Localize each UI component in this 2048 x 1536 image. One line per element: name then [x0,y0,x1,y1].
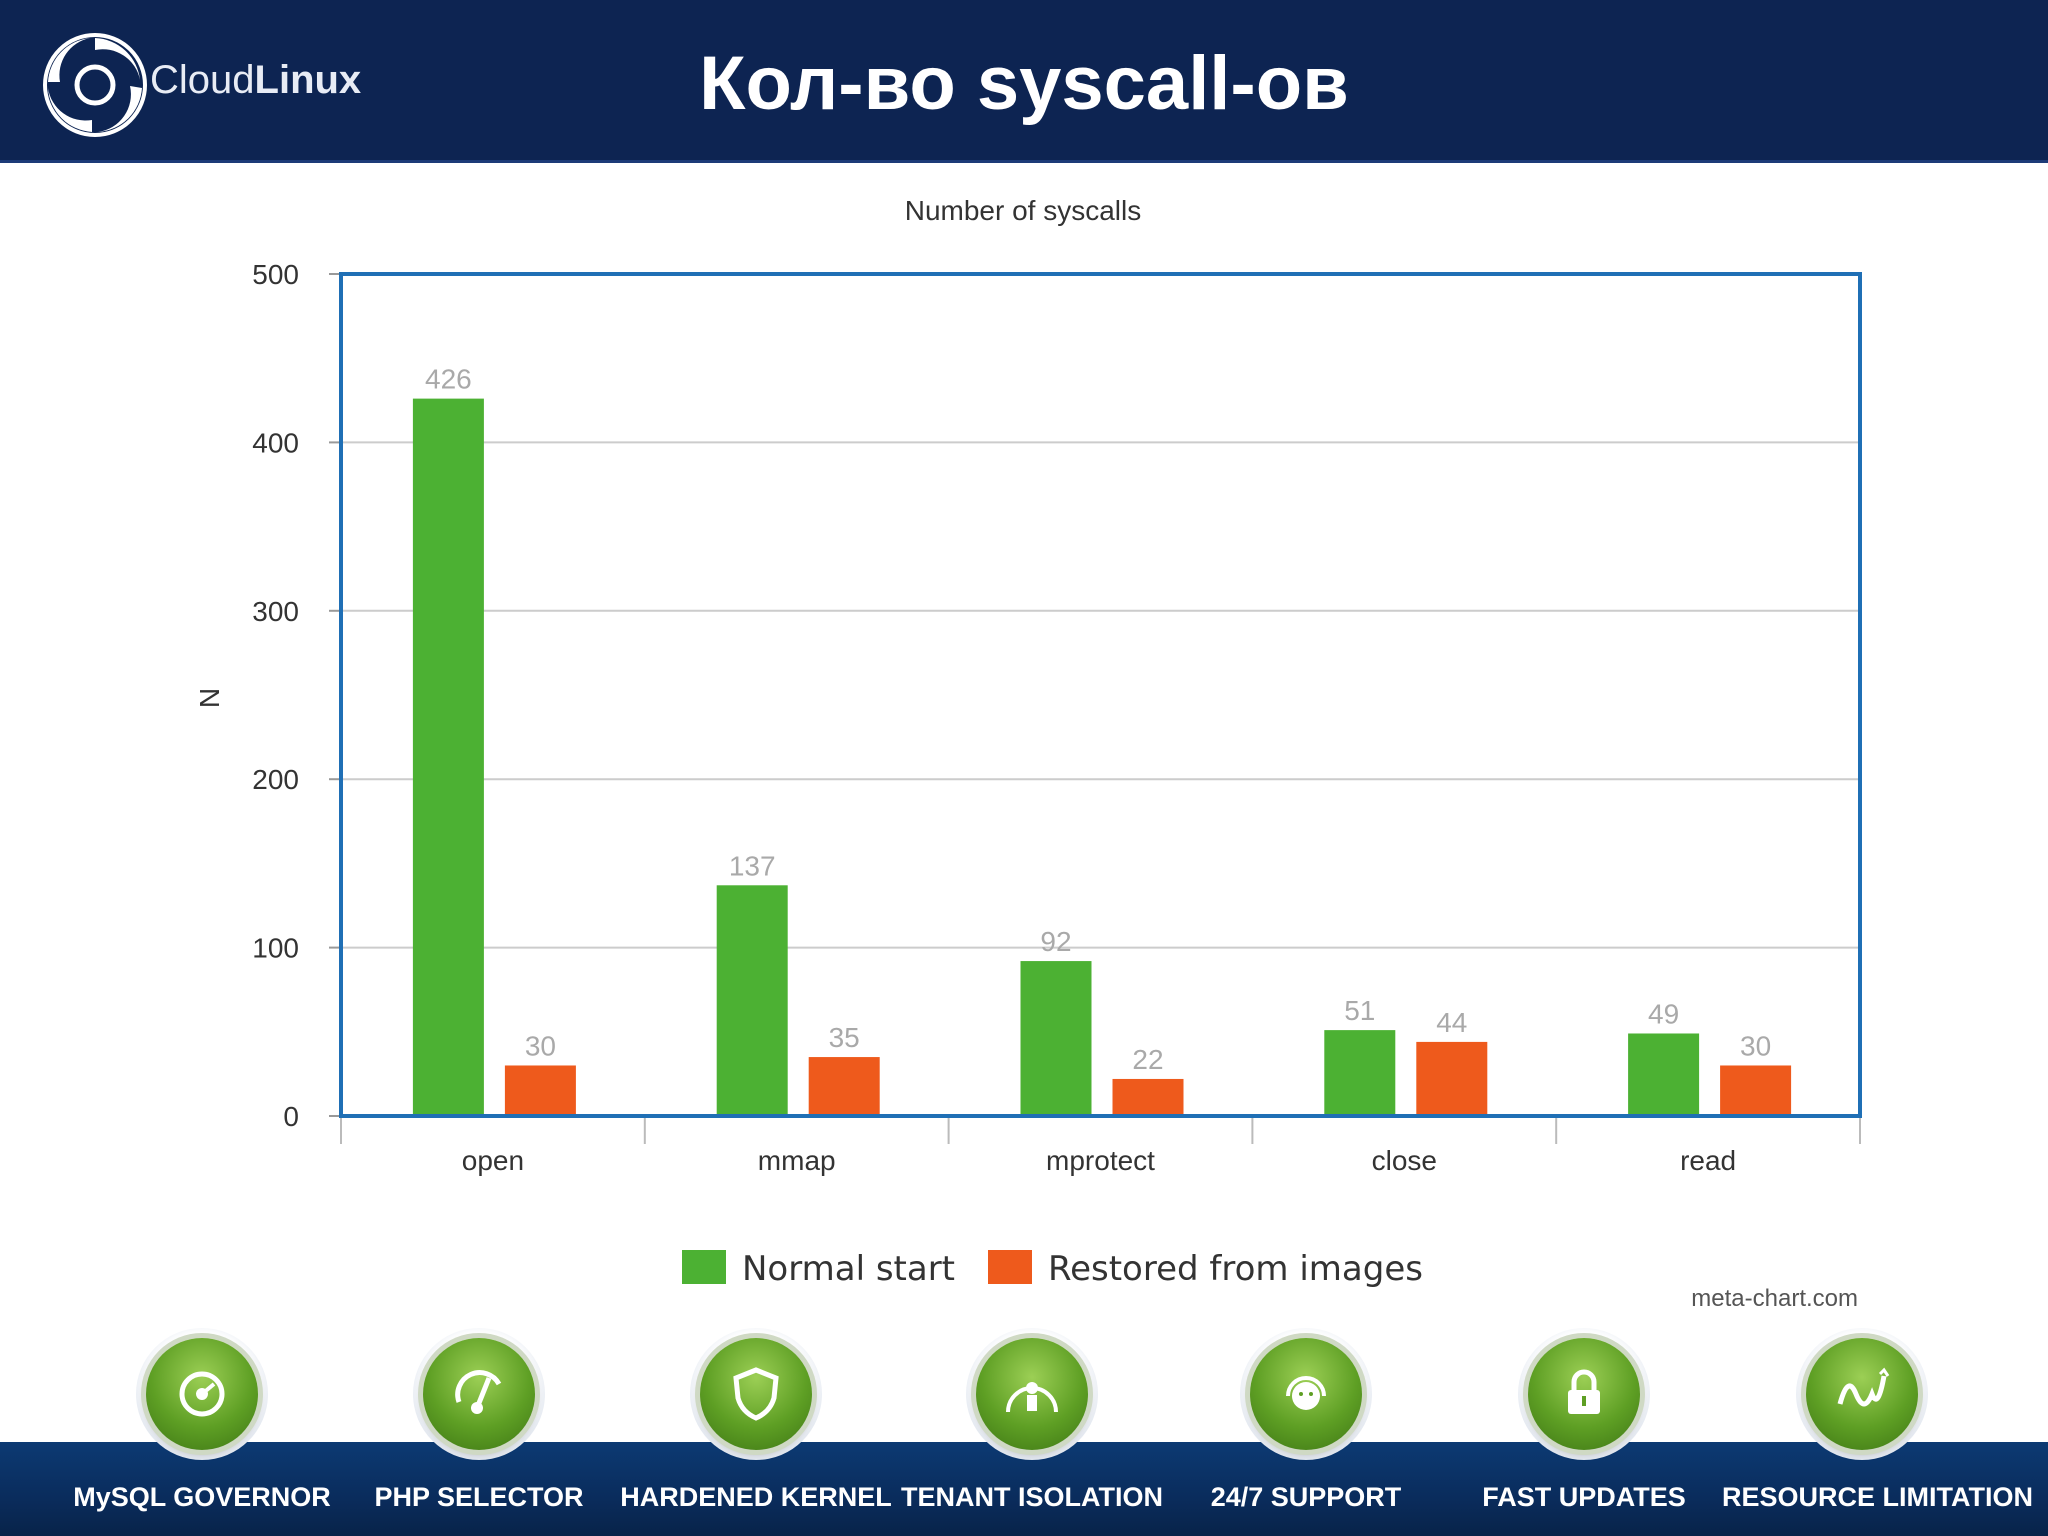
feature-label: 24/7 SUPPORT [1210,1482,1402,1512]
data-label: 426 [425,364,472,395]
chart-credit: meta-chart.com [1691,1285,1858,1312]
y-tick-label: 200 [252,764,299,795]
bar-chart: Number of syscalls 0 100 200 300 400 500 N 42… [194,195,1862,1312]
bar-normal-start-close [1324,1030,1396,1116]
data-label: 30 [1740,1030,1771,1061]
bar-normal-start-mprotect [1020,961,1092,1116]
y-tick-label: 0 [283,1101,299,1132]
legend-item: Restored from images [988,1249,1423,1289]
feature-label: RESOURCE LIMITATION [1722,1482,2033,1512]
slide-title: Кол-во syscall-ов [699,41,1349,126]
bar-normal-start-mmap [716,885,788,1116]
bars: 426 30 137 35 92 22 51 44 49 30 [412,364,1792,1117]
data-label: 49 [1648,998,1679,1029]
y-tick-label: 100 [252,933,299,964]
legend: Normal start Restored from images [682,1249,1423,1289]
legend-swatch [682,1250,726,1284]
feature-label: PHP SELECTOR [374,1482,584,1512]
bar-restored-close [1416,1041,1488,1116]
legend-label: Restored from images [1048,1249,1423,1289]
dome-person-icon [976,1338,1088,1450]
legend-item: Normal start [682,1249,955,1289]
feature-label: TENANT ISOLATION [901,1482,1163,1512]
x-tick-label: mprotect [1046,1145,1155,1176]
data-label: 44 [1436,1007,1467,1038]
data-label: 22 [1132,1044,1163,1075]
feature-label: MySQL GOVERNOR [73,1482,331,1512]
selector-dial-icon [423,1338,535,1450]
bar-normal-start-read [1628,1033,1700,1116]
bar-restored-mprotect [1112,1078,1184,1116]
x-axis: open mmap mprotect close read [340,1116,1861,1176]
feature-item: RESOURCE LIMITATION [1722,1320,2033,1536]
feature-item: HARDENED KERNEL [616,1320,896,1536]
data-label: 35 [829,1022,860,1053]
data-label: 137 [729,850,776,881]
legend-swatch [988,1250,1032,1284]
feature-item: 24/7 SUPPORT [1166,1320,1446,1536]
plot-frame [339,272,1862,1118]
feature-item: TENANT ISOLATION [892,1320,1172,1536]
chart-title: Number of syscalls [905,195,1142,226]
bar-restored-open [504,1065,576,1116]
x-tick-label: read [1680,1145,1736,1176]
data-label: 51 [1344,995,1375,1026]
feature-item: PHP SELECTOR [339,1320,619,1536]
lock-icon [1528,1338,1640,1450]
shield-icon [700,1338,812,1450]
y-axis-ticks: 0 100 200 300 400 500 [252,259,341,1132]
speedometer-icon [146,1338,258,1450]
cloudlinux-logo-icon [43,33,147,137]
y-tick-label: 300 [252,596,299,627]
feature-item: MySQL GOVERNOR [62,1320,342,1536]
x-tick-label: close [1372,1145,1437,1176]
data-label: 30 [525,1030,556,1061]
feature-item: FAST UPDATES [1444,1320,1724,1536]
feature-label: FAST UPDATES [1482,1482,1686,1512]
data-label: 92 [1040,926,1071,957]
y-axis-label: N [194,688,225,708]
headset-icon [1250,1338,1362,1450]
bar-normal-start-open [412,398,484,1117]
y-tick-label: 500 [252,259,299,290]
bar-restored-mmap [808,1057,880,1116]
slide-header: CloudLinux Кол-во syscall-ов [0,0,2048,163]
grid-lines [341,441,1860,949]
x-tick-label: open [462,1145,524,1176]
bar-restored-read [1720,1065,1792,1116]
brand-name: CloudLinux [150,58,362,102]
x-tick-label: mmap [758,1145,836,1176]
wave-graph-icon [1806,1338,1918,1450]
legend-label: Normal start [742,1249,955,1289]
y-tick-label: 400 [252,427,299,458]
feature-label: HARDENED KERNEL [620,1482,892,1512]
